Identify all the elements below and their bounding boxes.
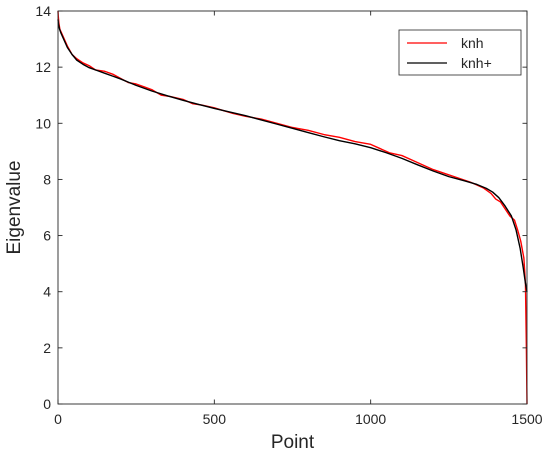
legend-box (398, 29, 522, 76)
y-tick-label: 0 (43, 396, 51, 412)
y-tick-label: 4 (43, 284, 51, 300)
y-tick-label: 10 (35, 115, 51, 131)
series-layer (57, 10, 528, 405)
x-tick-label: 0 (54, 411, 62, 427)
y-tick-label: 12 (35, 59, 51, 75)
legend: knh knh+ (398, 29, 522, 76)
y-tick-label: 6 (43, 228, 51, 244)
legend-label-knh-plus: knh+ (461, 55, 492, 71)
axes-box (57, 10, 528, 405)
legend-label-knh: knh (461, 35, 484, 51)
x-tick-label: 1000 (355, 411, 386, 427)
x-axis-label: Point (271, 432, 315, 453)
ticks: 0 500 1000 1500 0 2 4 6 8 10 12 14 (35, 3, 542, 427)
y-axis-label: Eigenvalue (4, 160, 25, 254)
y-tick-label: 2 (43, 340, 51, 356)
y-tick-label: 8 (43, 171, 51, 187)
x-tick-label: 500 (203, 411, 227, 427)
series-line-knh (57, 10, 528, 405)
series-line-knh-plus (57, 19, 528, 292)
y-tick-label: 14 (35, 3, 51, 19)
x-tick-label: 1500 (511, 411, 542, 427)
axes (57, 10, 528, 405)
plot-area (58, 11, 527, 404)
